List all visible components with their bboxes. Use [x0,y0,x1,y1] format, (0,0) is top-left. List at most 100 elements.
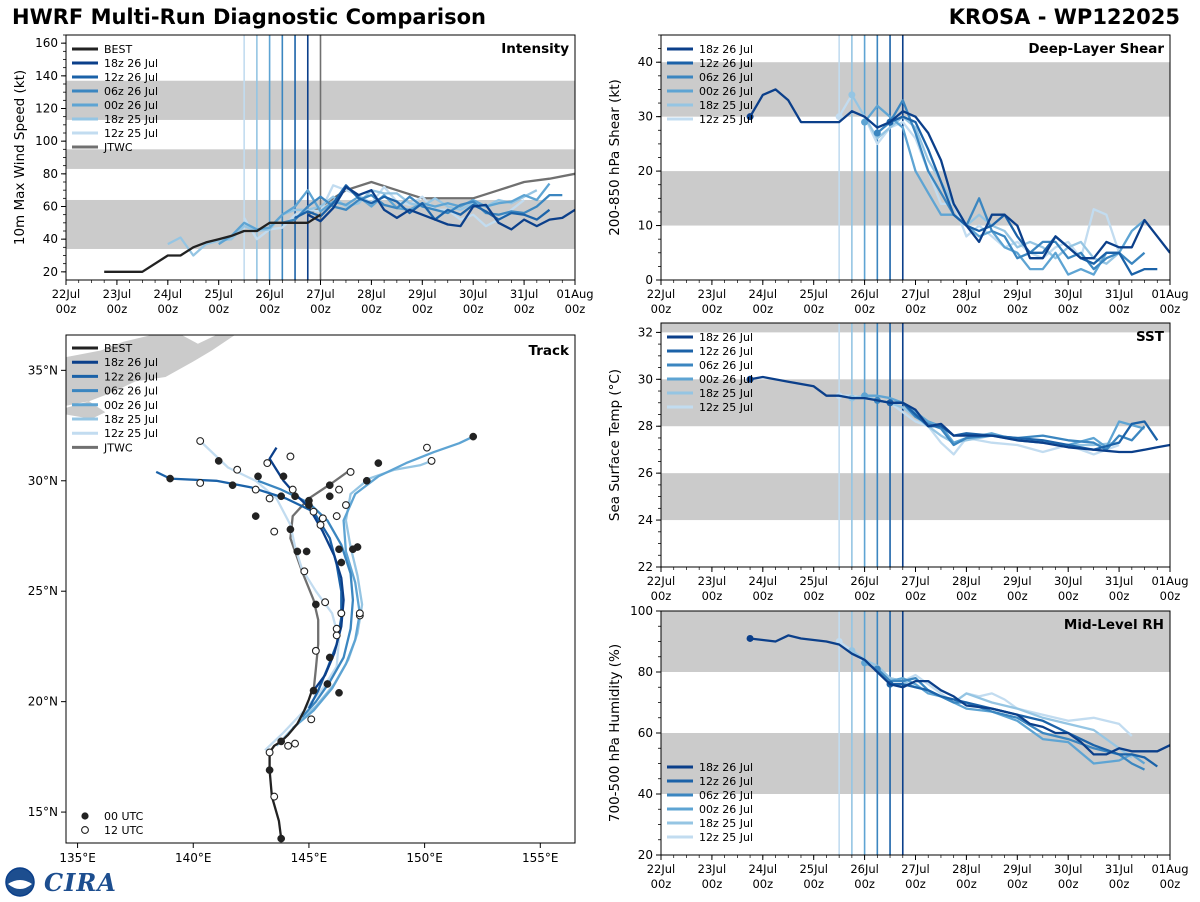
track-marker-00utc [254,472,262,481]
shear-ytick-label: 20 [638,164,653,178]
track-legend-label-12z-26-jul: 12z 26 Jul [104,370,158,383]
track-marker-12utc [196,437,205,445]
shear-init-marker-18z-26-jul [746,113,754,121]
shear-ytick-label: 40 [638,55,653,69]
land-polygon [66,335,235,406]
sst-xtick-day: 01Aug [1151,574,1188,588]
intensity-xtick-hour: 00z [412,302,433,316]
intensity-xtick-hour: 00z [310,302,331,316]
track-legend-label-06z-26-jul: 06z 26 Jul [104,385,158,398]
track-marker-00utc [279,472,288,481]
sst-chart: 22242628303222Jul00z23Jul00z24Jul00z25Ju… [607,322,1189,603]
track-legend-label-12utc: 12 UTC [104,824,144,837]
rh-xtick-hour: 00z [752,877,773,891]
shear-legend-label-06z-26-jul: 06z 26 Jul [699,71,753,84]
sst-xtick-day: 29Jul [1003,574,1032,588]
sst-xtick-hour: 00z [702,589,723,603]
track-legend-marker-12utc [81,826,89,834]
intensity-legend-label-12z-26-jul: 12z 26 Jul [104,71,158,84]
rh-ylabel: 700-500 hPa Humidity (%) [607,644,623,822]
track-marker-00utc [362,476,371,485]
intensity-legend-label-12z-25-jul: 12z 25 Jul [104,127,158,140]
sst-ytick-label: 22 [638,560,653,574]
shear-panel-title: Deep-Layer Shear [1028,41,1164,57]
track-marker-12utc [251,485,260,494]
shear-init-marker-06z-26-jul [873,129,881,137]
intensity-ylabel: 10m Max Wind Speed (kt) [12,70,28,245]
sst-xtick-day: 22Jul [647,574,676,588]
shear-xtick-day: 25Jul [799,287,828,301]
track-marker-12utc [332,512,341,521]
cira-logo-text: CIRA [44,868,117,897]
track-legend-label-best: BEST [104,342,132,355]
sst-xtick-day: 28Jul [952,574,981,588]
shear-xtick-day: 24Jul [749,287,778,301]
track-marker-12utc [318,514,327,523]
track-legend-label-18z-26-jul: 18z 26 Jul [104,356,158,369]
track-xtick-label: 140°E [175,851,212,865]
shear-legend-label-18z-26-jul: 18z 26 Jul [699,43,753,56]
sst-xtick-hour: 00z [651,589,672,603]
track-marker-12utc [196,479,205,487]
rh-xtick-day: 25Jul [799,862,828,876]
track-marker-00utc [251,512,260,520]
sst-xtick-hour: 00z [1058,589,1079,603]
intensity-ytick-label: 20 [43,265,58,279]
intensity-ytick-label: 140 [35,69,58,83]
shear-init-marker-00z-26-jul [861,118,869,126]
track-ytick-label: 20°N [28,695,58,709]
shear-xtick-hour: 00z [752,302,773,316]
track-marker-12utc [270,527,279,536]
shear-xtick-day: 30Jul [1054,287,1083,301]
sst-xtick-hour: 00z [1007,589,1028,603]
shear-band [661,62,1170,117]
intensity-legend-label-06z-26-jul: 06z 26 Jul [104,85,158,98]
sst-legend-label-00z-26-jul: 00z 26 Jul [699,373,753,386]
intensity-ytick-label: 160 [35,36,58,50]
track-series-18z-25-jul [275,459,433,747]
shear-xtick-hour: 00z [1007,302,1028,316]
rh-series-00z-26-jul [864,661,1146,765]
track-marker-00utc [469,432,478,441]
sst-xtick-hour: 00z [956,589,977,603]
track-marker-00utc [335,688,343,697]
track-marker-12utc [309,507,318,516]
track-ytick-label: 30°N [28,474,58,488]
intensity-xtick-hour: 00z [259,302,280,316]
track-marker-12utc [332,631,341,640]
track-marker-12utc [355,609,364,618]
rh-xtick-day: 29Jul [1003,862,1032,876]
track-marker-12utc [286,452,295,461]
track-marker-00utc [277,492,286,501]
intensity-ytick-label: 120 [35,102,58,116]
track-marker-12utc [233,465,242,474]
track-ytick-label: 25°N [28,584,58,598]
sst-xtick-hour: 00z [803,589,824,603]
track-legend-label-00utc: 00 UTC [104,810,144,823]
track-marker-00utc [374,459,383,467]
rh-xtick-hour: 00z [651,877,672,891]
track-ytick-label: 15°N [28,805,58,819]
rh-legend-label-00z-26-jul: 00z 26 Jul [699,803,753,816]
rh-xtick-hour: 00z [1109,877,1130,891]
rh-xtick-hour: 00z [854,877,875,891]
track-marker-00utc [277,737,286,746]
track-marker-12utc [265,748,274,757]
sst-legend-label-18z-26-jul: 18z 26 Jul [699,331,753,344]
intensity-xtick-day: 26Jul [255,287,284,301]
rh-xtick-hour: 00z [1058,877,1079,891]
figure-title: HWRF Multi-Run Diagnostic Comparison [12,5,487,29]
shear-xtick-hour: 00z [1160,302,1181,316]
shear-xtick-day: 28Jul [952,287,981,301]
intensity-xtick-hour: 00z [157,302,178,316]
sst-init-marker-18z-26-jul [746,375,754,383]
intensity-xtick-day: 31Jul [510,287,539,301]
track-marker-00utc [335,545,343,554]
track-marker-00utc [312,600,320,609]
track-xtick-label: 135°E [59,851,96,865]
sst-series-18z-26-jul [749,375,1170,454]
track-ytick-label: 35°N [28,363,58,377]
track-xtick-label: 150°E [406,851,443,865]
shear-ytick-label: 0 [645,273,653,287]
